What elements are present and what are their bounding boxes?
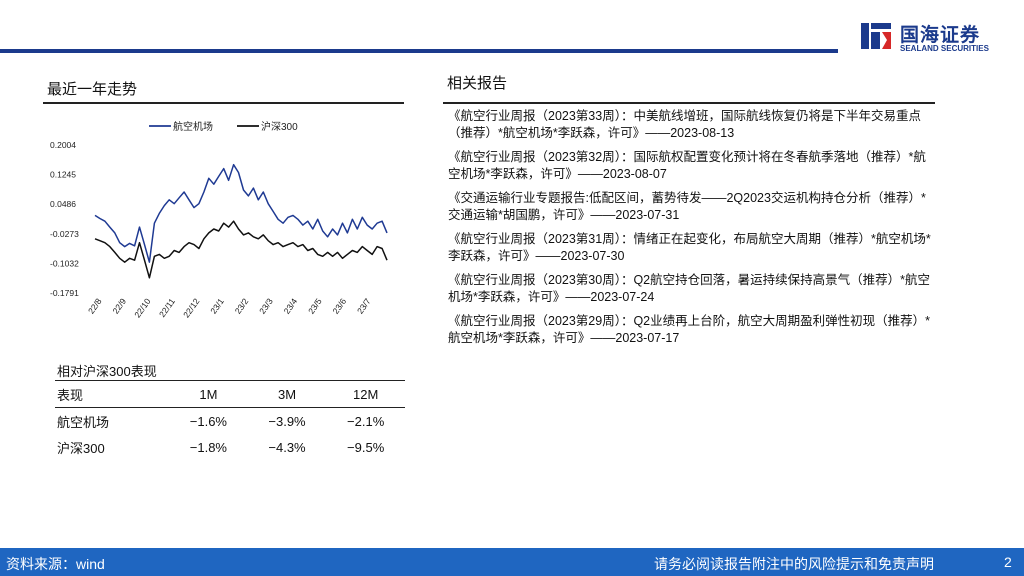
table-row: 航空机场 −1.6% −3.9% −2.1% bbox=[55, 408, 405, 435]
reports-section-title: 相关报告 bbox=[447, 75, 508, 92]
x-tick-label: 22/11 bbox=[157, 296, 177, 319]
x-tick-label: 22/10 bbox=[132, 296, 153, 319]
footer-source: 资料来源：wind bbox=[6, 556, 105, 572]
x-tick-label: 22/8 bbox=[86, 296, 104, 316]
perf-table: 表现 1M 3M 12M 航空机场 −1.6% −3.9% −2.1% 沪深30… bbox=[55, 380, 405, 460]
report-item[interactable]: 《航空行业周报（2023第30周）：Q2航空持仓回落，暑运持续保持高景气（推荐）… bbox=[448, 273, 931, 304]
chart-section-rule bbox=[43, 102, 404, 104]
x-tick-label: 23/1 bbox=[208, 296, 226, 316]
series-line-2 bbox=[94, 220, 388, 279]
report-item[interactable]: 《交通运输行业专题报告:低配区间，蓄势待发——2Q2023交运机构持仓分析（推荐… bbox=[448, 191, 926, 222]
perf-cell-3m: −4.3% bbox=[268, 439, 306, 455]
perf-header-label: 表现 bbox=[57, 387, 84, 403]
y-tick-label: -0.1791 bbox=[50, 288, 79, 298]
x-tick-label: 23/3 bbox=[257, 296, 275, 316]
report-item[interactable]: 《航空行业周报（2023第32周）：国际航权配置变化预计将在冬春航季落地（推荐）… bbox=[448, 150, 926, 181]
legend-label: 沪深300 bbox=[261, 120, 298, 133]
sealand-logo-icon bbox=[861, 23, 891, 49]
trend-chart: 0.2004 0.1245 0.0486 -0.0273 -0.1032 -0.1791 航… bbox=[45, 112, 405, 347]
x-tick-label: 23/7 bbox=[355, 296, 373, 316]
report-item[interactable]: 《航空行业周报（2023第33周）：中美航线增班，国际航线恢复仍将是下半年交易重… bbox=[448, 109, 921, 140]
x-tick-label: 22/12 bbox=[181, 296, 202, 319]
table-row: 沪深300 −1.8% −4.3% −9.5% bbox=[55, 434, 405, 460]
series-line-1 bbox=[94, 163, 388, 263]
report-item[interactable]: 《航空行业周报（2023第29周）：Q2业绩再上台阶，航空大周期盈利弹性初现（推… bbox=[448, 314, 931, 345]
y-tick-label: -0.0273 bbox=[50, 229, 79, 239]
x-tick-label: 23/5 bbox=[306, 296, 324, 316]
header-rule bbox=[0, 49, 838, 53]
perf-row-name: 航空机场 bbox=[57, 414, 110, 430]
x-tick-label: 23/4 bbox=[282, 296, 300, 316]
chart-section-title: 最近一年走势 bbox=[47, 81, 138, 98]
trend-chart-svg: 0.2004 0.1245 0.0486 -0.0273 -0.1032 -0.1791 航… bbox=[50, 120, 388, 320]
brand-name-cn: 国海证券 bbox=[900, 25, 981, 46]
perf-header-12m: 12M bbox=[353, 386, 379, 402]
y-tick-label: 0.1245 bbox=[50, 170, 76, 180]
footer-disclaimer: 请务必阅读报告附注中的风险提示和免责声明 bbox=[654, 556, 934, 572]
brand-logo: 国海证券 SEALAND SECURITIES bbox=[858, 18, 1008, 60]
perf-header-1m: 1M bbox=[199, 386, 218, 402]
x-tick-label: 23/6 bbox=[331, 296, 349, 316]
x-tick-label: 22/9 bbox=[110, 296, 128, 316]
perf-header-3m: 3M bbox=[277, 386, 297, 402]
perf-table-header-row: 表现 1M 3M 12M bbox=[55, 380, 405, 408]
brand-name-en: SEALAND SECURITIES bbox=[900, 44, 989, 53]
perf-table-title: 相对沪深300表现 bbox=[57, 364, 157, 379]
reports-section-rule bbox=[443, 102, 935, 104]
related-reports-list: 《航空行业周报（2023第33周）：中美航线增班，国际航线恢复仍将是下半年交易重… bbox=[448, 108, 934, 354]
y-tick-label: 0.0486 bbox=[50, 199, 76, 209]
legend-label: 航空机场 bbox=[173, 120, 213, 133]
perf-cell-12m: −2.1% bbox=[347, 413, 385, 429]
perf-cell-1m: −1.8% bbox=[189, 439, 227, 455]
perf-cell-12m: −9.5% bbox=[347, 439, 385, 455]
y-tick-label: -0.1032 bbox=[50, 258, 79, 268]
footer-bar: 资料来源：wind 请务必阅读报告附注中的风险提示和免责声明 2 bbox=[0, 548, 1024, 576]
perf-cell-3m: −3.9% bbox=[268, 413, 306, 429]
y-tick-label: 0.2004 bbox=[50, 140, 76, 150]
perf-cell-1m: −1.6% bbox=[189, 413, 227, 429]
x-tick-label: 23/2 bbox=[233, 296, 251, 316]
perf-row-name: 沪深300 bbox=[57, 440, 105, 456]
page-number: 2 bbox=[1004, 554, 1012, 570]
report-item[interactable]: 《航空行业周报（2023第31周）：情绪正在起变化，布局航空大周期（推荐）*航空… bbox=[448, 232, 931, 263]
